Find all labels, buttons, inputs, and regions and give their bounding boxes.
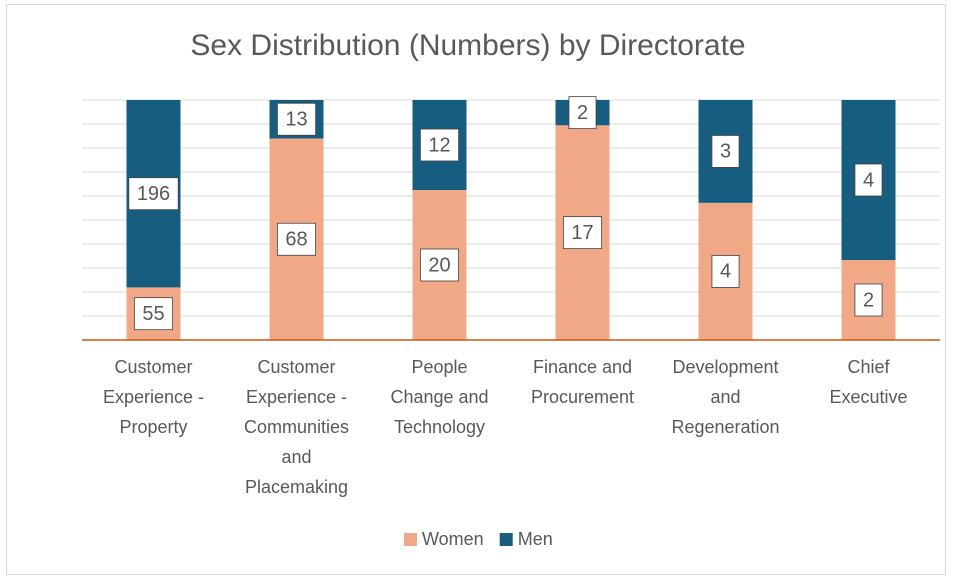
data-label: 4 (854, 163, 883, 197)
data-label-text: 2 (577, 102, 588, 124)
data-label-box (419, 248, 460, 282)
data-label: 196 (128, 177, 179, 211)
data-label-text: 17 (571, 222, 593, 244)
data-label-box (276, 222, 317, 256)
chart-title: Sex Distribution (Numbers) by Directorat… (190, 29, 745, 62)
data-label: 55 (133, 297, 174, 331)
data-label-box (128, 177, 179, 211)
data-label: 13 (276, 102, 317, 136)
data-label-text: 196 (137, 183, 170, 205)
data-label: 2 (568, 96, 597, 130)
data-label: 2 (854, 283, 883, 317)
data-label-text: 4 (720, 261, 731, 283)
data-label-text: 4 (863, 169, 874, 191)
data-label-box (133, 297, 174, 331)
data-label-box (711, 135, 740, 168)
data-label-text: 3 (720, 141, 731, 163)
data-label-box (711, 255, 740, 288)
data-label-box (419, 128, 460, 162)
data-label: 12 (419, 128, 460, 162)
data-label-text: 13 (285, 109, 307, 131)
data-label-text: 55 (142, 303, 164, 325)
data-label: 68 (276, 222, 317, 256)
data-label-text: 2 (863, 289, 874, 311)
legend-swatch (404, 533, 417, 546)
data-label-box (568, 96, 597, 130)
data-label-box (854, 283, 883, 317)
x-tick-label: Finance and Procurement (530, 357, 635, 407)
x-tick-label: Chief Executive (829, 357, 908, 407)
data-label-text: 68 (285, 229, 307, 251)
data-label-box (276, 102, 317, 136)
data-label-box (854, 163, 883, 197)
x-tick-label: People Change and Technology (390, 357, 489, 437)
data-label: 3 (711, 135, 740, 168)
data-label: 4 (711, 255, 740, 288)
x-tick-label: Customer Experience - Communities and Pl… (243, 357, 350, 497)
data-label-box (562, 216, 603, 250)
data-label: 17 (562, 216, 603, 250)
data-label-text: 20 (428, 254, 450, 276)
data-label-text: 12 (428, 134, 450, 156)
data-label: 20 (419, 248, 460, 282)
legend-label: Men (518, 529, 553, 549)
legend-label: Women (422, 529, 484, 549)
x-tick-label: Customer Experience - Property (102, 357, 205, 437)
x-tick-label: Development and Regeneration (671, 357, 780, 437)
legend-swatch (499, 533, 513, 546)
